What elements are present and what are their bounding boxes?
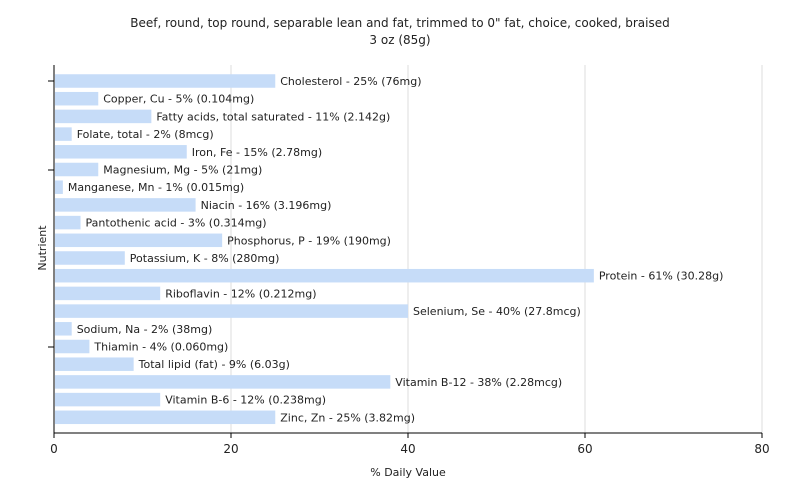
bar-label: Cholesterol - 25% (76mg) xyxy=(280,75,421,88)
bar xyxy=(55,162,99,177)
x-tick-label: 0 xyxy=(50,442,58,456)
bar-label: Copper, Cu - 5% (0.104mg) xyxy=(103,93,254,106)
bar xyxy=(55,251,125,265)
x-tick-label: 80 xyxy=(754,442,769,456)
bar-label: Sodium, Na - 2% (38mg) xyxy=(77,323,213,336)
bar xyxy=(55,74,276,88)
bar xyxy=(55,410,276,425)
bar-label: Total lipid (fat) - 9% (6.03g) xyxy=(138,358,290,371)
bar-label: Folate, total - 2% (8mcg) xyxy=(77,128,214,141)
bar xyxy=(55,268,594,283)
bar xyxy=(55,109,152,124)
bar xyxy=(55,375,391,389)
chart-subtitle: 3 oz (85g) xyxy=(369,33,430,47)
bar xyxy=(55,286,161,301)
bar-label: Magnesium, Mg - 5% (21mg) xyxy=(103,164,262,177)
chart-title: Beef, round, top round, separable lean a… xyxy=(130,16,669,30)
y-axis-title: Nutrient xyxy=(36,225,49,271)
bar-label: Riboflavin - 12% (0.212mg) xyxy=(165,287,316,300)
bar-label: Manganese, Mn - 1% (0.015mg) xyxy=(68,181,244,194)
bar-label: Potassium, K - 8% (280mg) xyxy=(130,252,280,265)
bar xyxy=(55,198,196,212)
bar-label: Thiamin - 4% (0.060mg) xyxy=(93,341,228,354)
x-tick-labels: 0 20 40 60 80 xyxy=(50,442,769,456)
gridlines xyxy=(230,65,763,433)
bar-label: Zinc, Zn - 25% (3.82mg) xyxy=(280,411,415,424)
x-tick-label: 60 xyxy=(577,442,592,456)
bar xyxy=(55,357,134,371)
x-tick-label: 40 xyxy=(400,442,415,456)
bar xyxy=(55,91,99,106)
bars: Cholesterol - 25% (76mg) Copper, Cu - 5% … xyxy=(55,74,723,424)
bar-label: Vitamin B-12 - 38% (2.28mcg) xyxy=(395,376,562,389)
bar-label: Selenium, Se - 40% (27.8mcg) xyxy=(413,305,581,318)
bar-label: Iron, Fe - 15% (2.78mg) xyxy=(192,146,322,159)
bar xyxy=(55,215,81,230)
bar xyxy=(55,127,72,141)
bar-label: Pantothenic acid - 3% (0.314mg) xyxy=(86,217,267,230)
axes xyxy=(48,65,763,438)
bar xyxy=(55,339,90,354)
bar xyxy=(55,392,161,407)
x-tick-label: 20 xyxy=(223,442,238,456)
bar-label: Phosphorus, P - 19% (190mg) xyxy=(227,234,391,247)
bar-label: Vitamin B-6 - 12% (0.238mg) xyxy=(165,394,326,407)
bar xyxy=(55,180,63,194)
bar xyxy=(55,233,223,248)
bar-label: Protein - 61% (30.28g) xyxy=(599,270,724,283)
bar xyxy=(55,322,72,336)
bar xyxy=(55,145,187,159)
x-axis-title: % Daily Value xyxy=(370,466,446,479)
bar-label: Niacin - 16% (3.196mg) xyxy=(201,199,332,212)
bar xyxy=(55,304,408,318)
bar-label: Fatty acids, total saturated - 11% (2.14… xyxy=(156,110,390,123)
